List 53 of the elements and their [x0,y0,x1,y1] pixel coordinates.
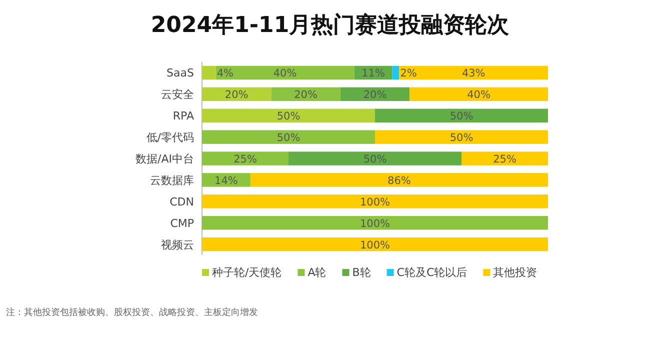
bar [202,130,375,144]
data-label: 20% [224,89,248,102]
data-label: 20% [294,89,318,102]
data-label: 40% [467,89,490,102]
y-tick-label: 云数据库 [150,174,194,187]
data-label: 100% [360,218,390,230]
data-label: 86% [388,174,411,187]
data-label: 25% [234,154,257,166]
bar [202,66,216,80]
bar [392,66,400,80]
data-label: 100% [360,239,390,252]
y-tick-label: 视频云 [161,238,194,252]
y-tick-label: SaaS [166,66,194,80]
legend-label: 种子轮/天使轮 [212,266,282,279]
bar [216,66,354,80]
bar [202,237,548,252]
bar [202,194,548,208]
data-label: 11% [362,68,385,80]
bar [202,216,548,230]
bar [375,130,548,144]
data-label: 40% [273,68,297,80]
data-label: 14% [214,174,238,187]
chart-title: 2024年1-11月热门赛道投融资轮次 [150,12,510,38]
legend-label: 其他投资 [493,266,538,279]
bar [250,173,548,187]
bar [410,87,548,102]
data-label: 50% [450,132,474,144]
legend-label: B轮 [352,266,371,279]
data-label: 50% [450,110,474,123]
y-tick-label: CMP [170,216,194,230]
data-label: 50% [276,110,300,123]
legend-label: C轮及C轮以后 [396,266,468,279]
data-label: 20% [363,89,387,102]
legend-label: A轮 [308,266,326,279]
y-tick-label: 低/零代码 [146,131,194,144]
y-tick-label: 云安全 [161,88,194,102]
data-label: 100% [360,196,390,208]
bar [462,152,548,166]
data-label: 50% [363,154,387,166]
data-label: 25% [493,154,516,166]
bar [375,108,548,122]
text: 注：其他投资包括被收购、股权投资、战略投资、主板定向增发 [6,307,258,318]
data-label: 2% [400,68,417,80]
y-tick-label: CDN [170,195,194,208]
bar [202,152,288,166]
bar [399,66,548,80]
bar [288,152,462,166]
data-label: 43% [462,68,486,80]
y-tick-label: 数据/AI中台 [136,152,194,166]
data-label: 4% [216,68,234,80]
bar [202,108,375,122]
y-tick-label: RPA [172,110,194,123]
data-label: 50% [276,132,300,144]
